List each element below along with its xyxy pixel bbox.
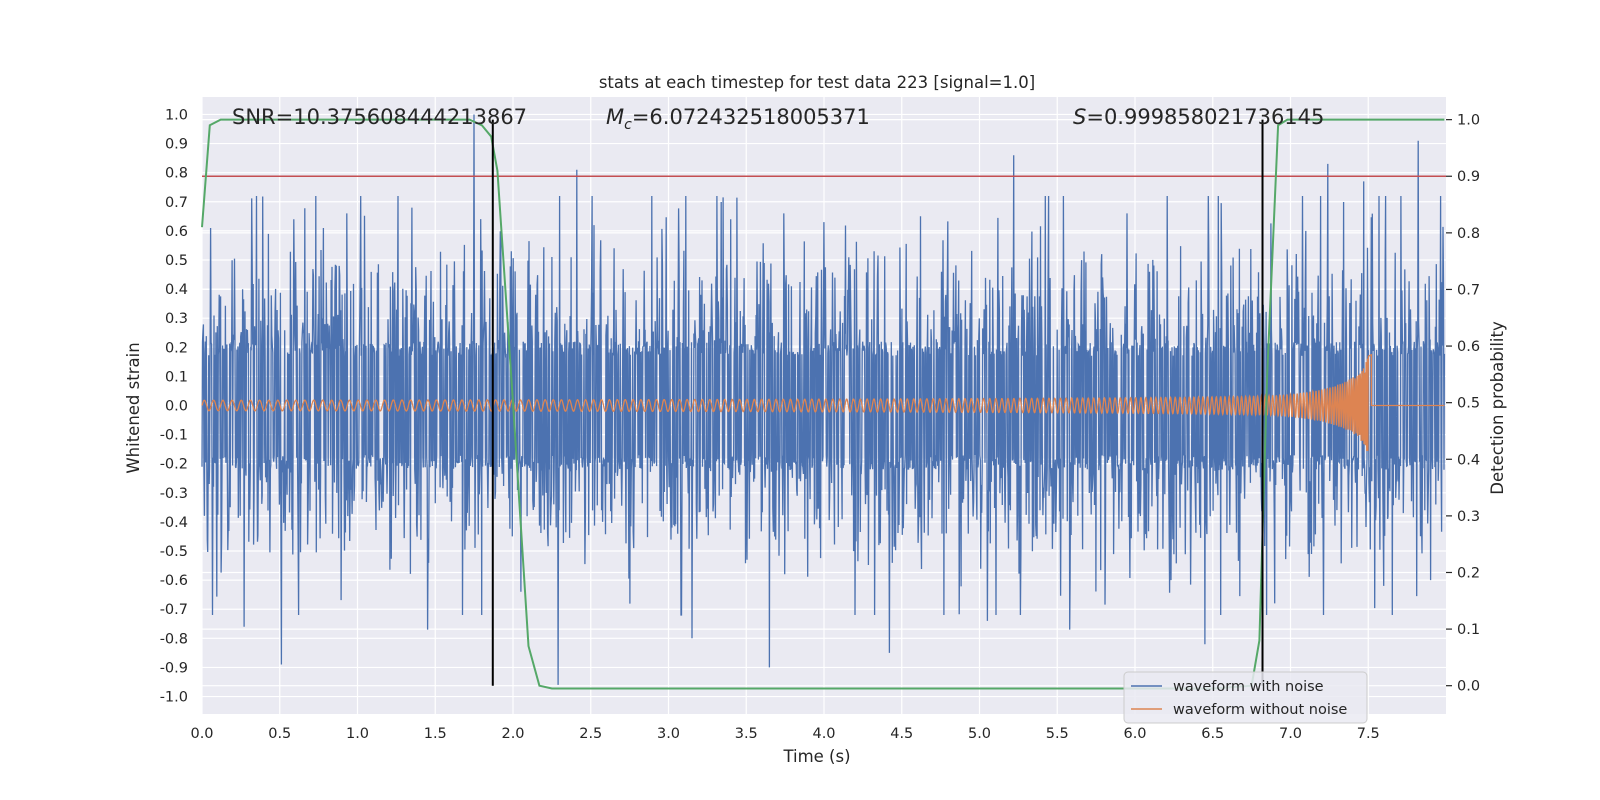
x-tick-label: 5.0 (968, 726, 991, 742)
legend-box (1123, 671, 1368, 724)
y-axis-label: Whitened strain (124, 342, 143, 473)
series-waveform-with-noise (201, 114, 1446, 685)
chirp-mass-symbol: M (606, 105, 624, 129)
chirp-mass-annotation: Mc=6.072432518005371 (606, 105, 870, 133)
y-tick-label: 0.1 (165, 369, 188, 385)
y-tick-label: -0.9 (160, 660, 188, 676)
y-tick-label: 0.5 (165, 253, 188, 269)
score-value: =0.999858021736145 (1086, 105, 1324, 129)
score-symbol: S (1073, 105, 1086, 129)
x-tick-label: 7.0 (1279, 726, 1302, 742)
series-detection-probability (201, 118, 1445, 690)
y2-tick-label: 0.8 (1457, 226, 1480, 242)
y2-tick-label: 0.6 (1457, 339, 1480, 355)
y2-tick-label: 0.3 (1457, 509, 1480, 525)
y2-tick-label: 0.9 (1457, 169, 1480, 185)
y2-tick-label: 0.4 (1457, 452, 1480, 468)
y-tick-label: 1.0 (165, 107, 188, 123)
y2-tick-label: 0.1 (1457, 622, 1480, 638)
y-tick-label: 0.6 (165, 224, 188, 240)
x-tick-label: 7.5 (1357, 726, 1380, 742)
y2-tick-label: 0.0 (1457, 679, 1480, 695)
y-tick-label: -0.2 (160, 457, 188, 473)
x-tick-label: 1.0 (346, 726, 369, 742)
y-tick-label: -0.8 (160, 631, 188, 647)
y-tick-label: -1.0 (160, 690, 188, 706)
x-axis-label: Time (s) (782, 747, 850, 766)
y-tick-label: 0.4 (165, 282, 188, 298)
score-annotation: S=0.999858021736145 (1073, 105, 1324, 129)
y-axis-left: 1.0 0.9 0.8 0.7 0.6 0.5 0.4 0.3 0.2 0.1 0.0 -0.1 -0.… (160, 107, 188, 705)
plot-area (201, 97, 1446, 714)
y-tick-label: -0.3 (160, 486, 188, 502)
snr-annotation: SNR=10.375608444213867 (232, 105, 527, 129)
y-tick-label: -0.5 (160, 544, 188, 560)
chirp-mass-subscript: c (624, 117, 632, 133)
chart-title: stats at each timestep for test data 223… (599, 73, 1035, 92)
x-tick-label: 2.5 (579, 726, 602, 742)
x-tick-label: 4.5 (890, 726, 913, 742)
x-tick-label: 0.0 (190, 726, 213, 742)
y2-tick-label: 0.2 (1457, 565, 1480, 581)
x-tick-label: 5.5 (1046, 726, 1069, 742)
y-tick-label: 0.2 (165, 340, 188, 356)
y-tick-label: 0.9 (165, 137, 188, 153)
x-tick-label: 0.5 (268, 726, 291, 742)
legend-label: waveform with noise (1173, 679, 1324, 695)
y-tick-label: 0.7 (165, 195, 188, 211)
y2-tick-label: 0.5 (1457, 396, 1480, 412)
x-tick-label: 3.0 (657, 726, 680, 742)
x-tick-label: 1.5 (424, 726, 447, 742)
x-tick-label: 6.0 (1123, 726, 1146, 742)
y-tick-label: 0.0 (165, 399, 188, 415)
x-axis: 0.0 0.5 1.0 1.5 2.0 2.5 3.0 3.5 4.0 4.5 5.0 5.5 6.0 6… (190, 726, 1379, 742)
y-tick-label: -0.7 (160, 602, 188, 618)
annotations: SNR=10.375608444213867 Mc=6.072432518005… (232, 105, 1324, 133)
y-tick-label: -0.1 (160, 428, 188, 444)
x-tick-label: 3.5 (735, 726, 758, 742)
x-tick-label: 4.0 (812, 726, 835, 742)
y-tick-label: 0.8 (165, 166, 188, 182)
legend-label: waveform without noise (1173, 702, 1347, 718)
legend: waveform with noise waveform without nois… (1123, 671, 1368, 724)
y2-tick-label: 1.0 (1457, 113, 1480, 129)
y-tick-label: 0.3 (165, 311, 188, 327)
x-tick-label: 6.5 (1201, 726, 1224, 742)
series-waveform-without-noise (201, 353, 1445, 452)
y-tick-label: -0.4 (160, 515, 188, 531)
y-axis-right: 1.0 0.9 0.8 0.7 0.6 0.5 0.4 0.3 0.2 0.1 0.0 (1446, 113, 1480, 695)
y2-axis-label: Detection probability (1488, 321, 1507, 495)
chirp-mass-value: =6.072432518005371 (632, 105, 870, 129)
x-tick-label: 2.0 (501, 726, 524, 742)
y-tick-label: -0.6 (160, 573, 188, 589)
y2-tick-label: 0.7 (1457, 282, 1480, 298)
